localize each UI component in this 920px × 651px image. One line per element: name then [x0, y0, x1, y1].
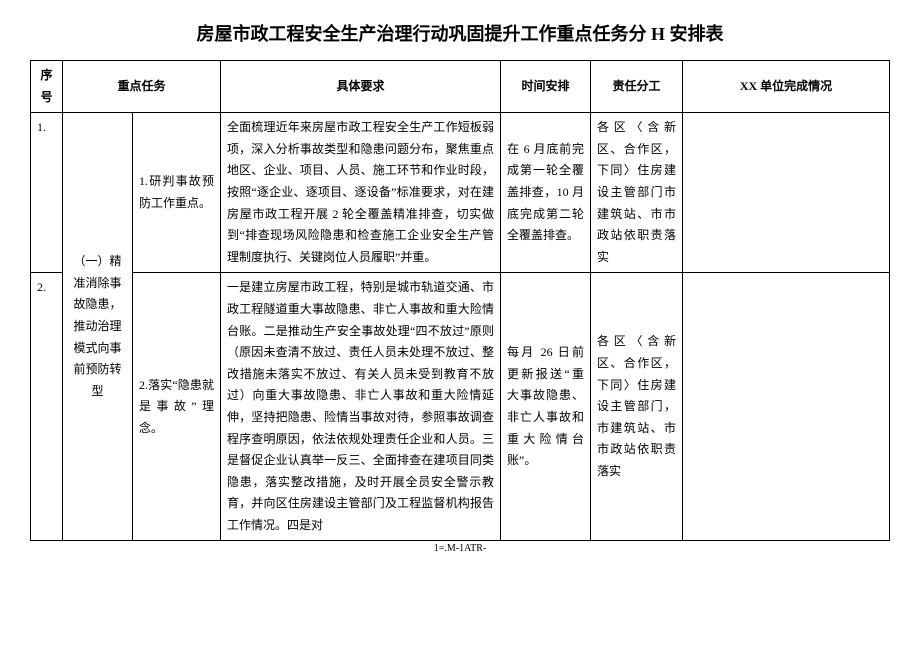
cell-req: 一是建立房屋市政工程，特别是城市轨道交通、市政工程隧道重大事故隐患、非亡人事故和…: [221, 273, 501, 541]
header-task: 重点任务: [63, 61, 221, 113]
cell-req: 全面梳理近年来房屋市政工程安全生产工作短板弱项，深入分析事故类型和隐患问题分布，…: [221, 113, 501, 273]
header-resp: 责任分工: [591, 61, 683, 113]
cell-seq: 2.: [31, 273, 63, 541]
cell-resp: 各区〈含新区、合作区，下同〉住房建设主管部门市建筑站、市市政站依职责落实: [591, 113, 683, 273]
table-row: 2. 2.落实“隐患就是事故”理念。 一是建立房屋市政工程，特别是城市轨道交通、…: [31, 273, 890, 541]
table-row: 1. （一）精准消除事故隐患，推动治理模式向事前预防转型 1.研判事故预防工作重…: [31, 113, 890, 273]
header-req: 具体要求: [221, 61, 501, 113]
task-table: 序号 重点任务 具体要求 时间安排 责任分工 XX 单位完成情况 1. （一）精…: [30, 60, 890, 541]
page-footer: 1=.M-1ATR-: [30, 543, 890, 554]
cell-group-task: （一）精准消除事故隐患，推动治理模式向事前预防转型: [63, 113, 133, 541]
cell-subtask: 2.落实“隐患就是事故”理念。: [133, 273, 221, 541]
cell-time: 在 6 月底前完成第一轮全覆盖排查，10 月底完成第二轮全覆盖排查。: [501, 113, 591, 273]
header-status: XX 单位完成情况: [683, 61, 890, 113]
cell-resp: 各区〈含新区、合作区，下同〉住房建设主管部门，市建筑站、市市政站依职责落实: [591, 273, 683, 541]
header-seq: 序号: [31, 61, 63, 113]
cell-subtask: 1.研判事故预防工作重点。: [133, 113, 221, 273]
cell-status: [683, 113, 890, 273]
cell-seq: 1.: [31, 113, 63, 273]
cell-time: 每月 26 日前更新报送“重大事故隐患、非亡人事故和重大险情台账”。: [501, 273, 591, 541]
cell-status: [683, 273, 890, 541]
header-time: 时间安排: [501, 61, 591, 113]
page-title: 房屋市政工程安全生产治理行动巩固提升工作重点任务分 H 安排表: [30, 20, 890, 46]
table-header-row: 序号 重点任务 具体要求 时间安排 责任分工 XX 单位完成情况: [31, 61, 890, 113]
